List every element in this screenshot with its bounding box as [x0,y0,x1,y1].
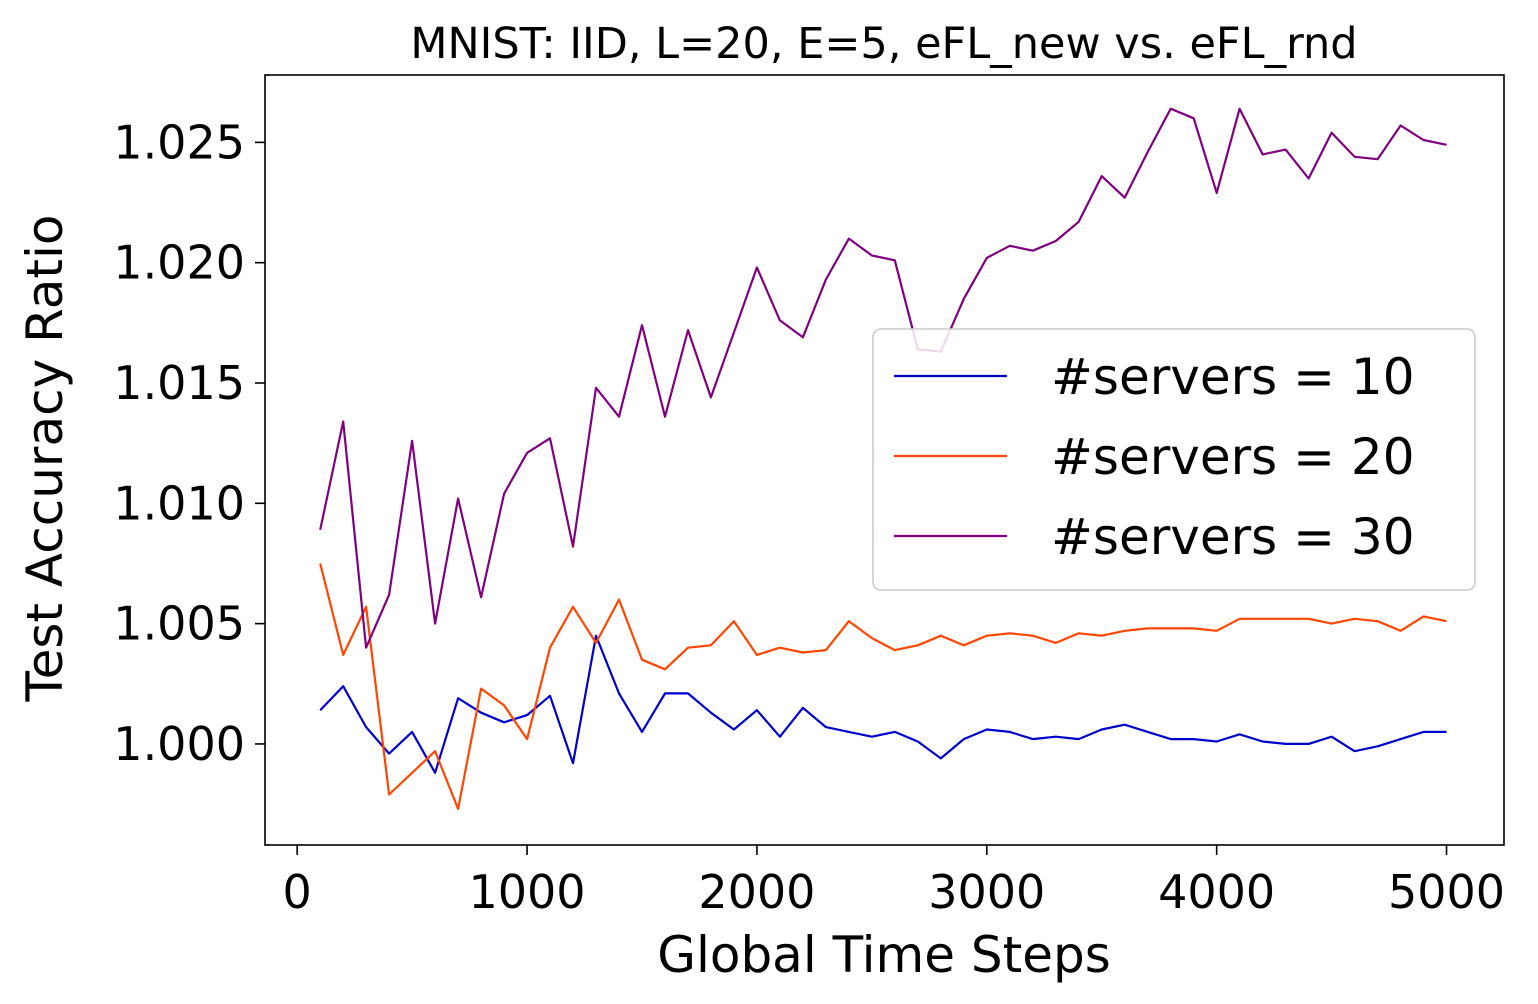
y-tick-label: 1.025 [113,115,245,169]
legend-label-1: #servers = 10 [1051,348,1415,406]
y-tick-label: 1.010 [113,476,245,530]
x-tick-label: 0 [283,865,312,919]
legend-label-2: #servers = 20 [1051,428,1415,486]
y-tick-label: 1.000 [113,717,245,771]
series-line-2 [319,563,1447,811]
y-tick-label: 1.015 [113,356,245,410]
x-tick-label: 3000 [928,865,1045,919]
x-tick-label: 5000 [1388,865,1505,919]
x-tick-label: 2000 [698,865,815,919]
plot-area-frame [264,74,1505,846]
legend: #servers = 10 #servers = 20 #servers = 30 [872,328,1476,591]
y-tick-label: 1.005 [113,597,245,651]
legend-label-3: #servers = 30 [1051,508,1415,566]
series-line-3 [319,107,1447,649]
x-tick-label: 4000 [1158,865,1275,919]
x-axis-label: Global Time Steps [657,926,1111,984]
legend-box [872,328,1476,591]
series-lines [319,107,1447,811]
series-line-1 [319,634,1447,774]
chart-title: MNIST: IID, L=20, E=5, eFL_new vs. eFL_r… [410,19,1357,69]
y-tick-label: 1.020 [113,236,245,290]
y-axis-label: Test Accuracy Ratio [16,215,74,703]
y-axis-ticks: 1.000 1.005 1.010 1.015 1.020 1.025 [113,115,265,771]
x-axis-ticks: 0 1000 2000 3000 4000 5000 [283,845,1505,919]
x-tick-label: 1000 [469,865,586,919]
